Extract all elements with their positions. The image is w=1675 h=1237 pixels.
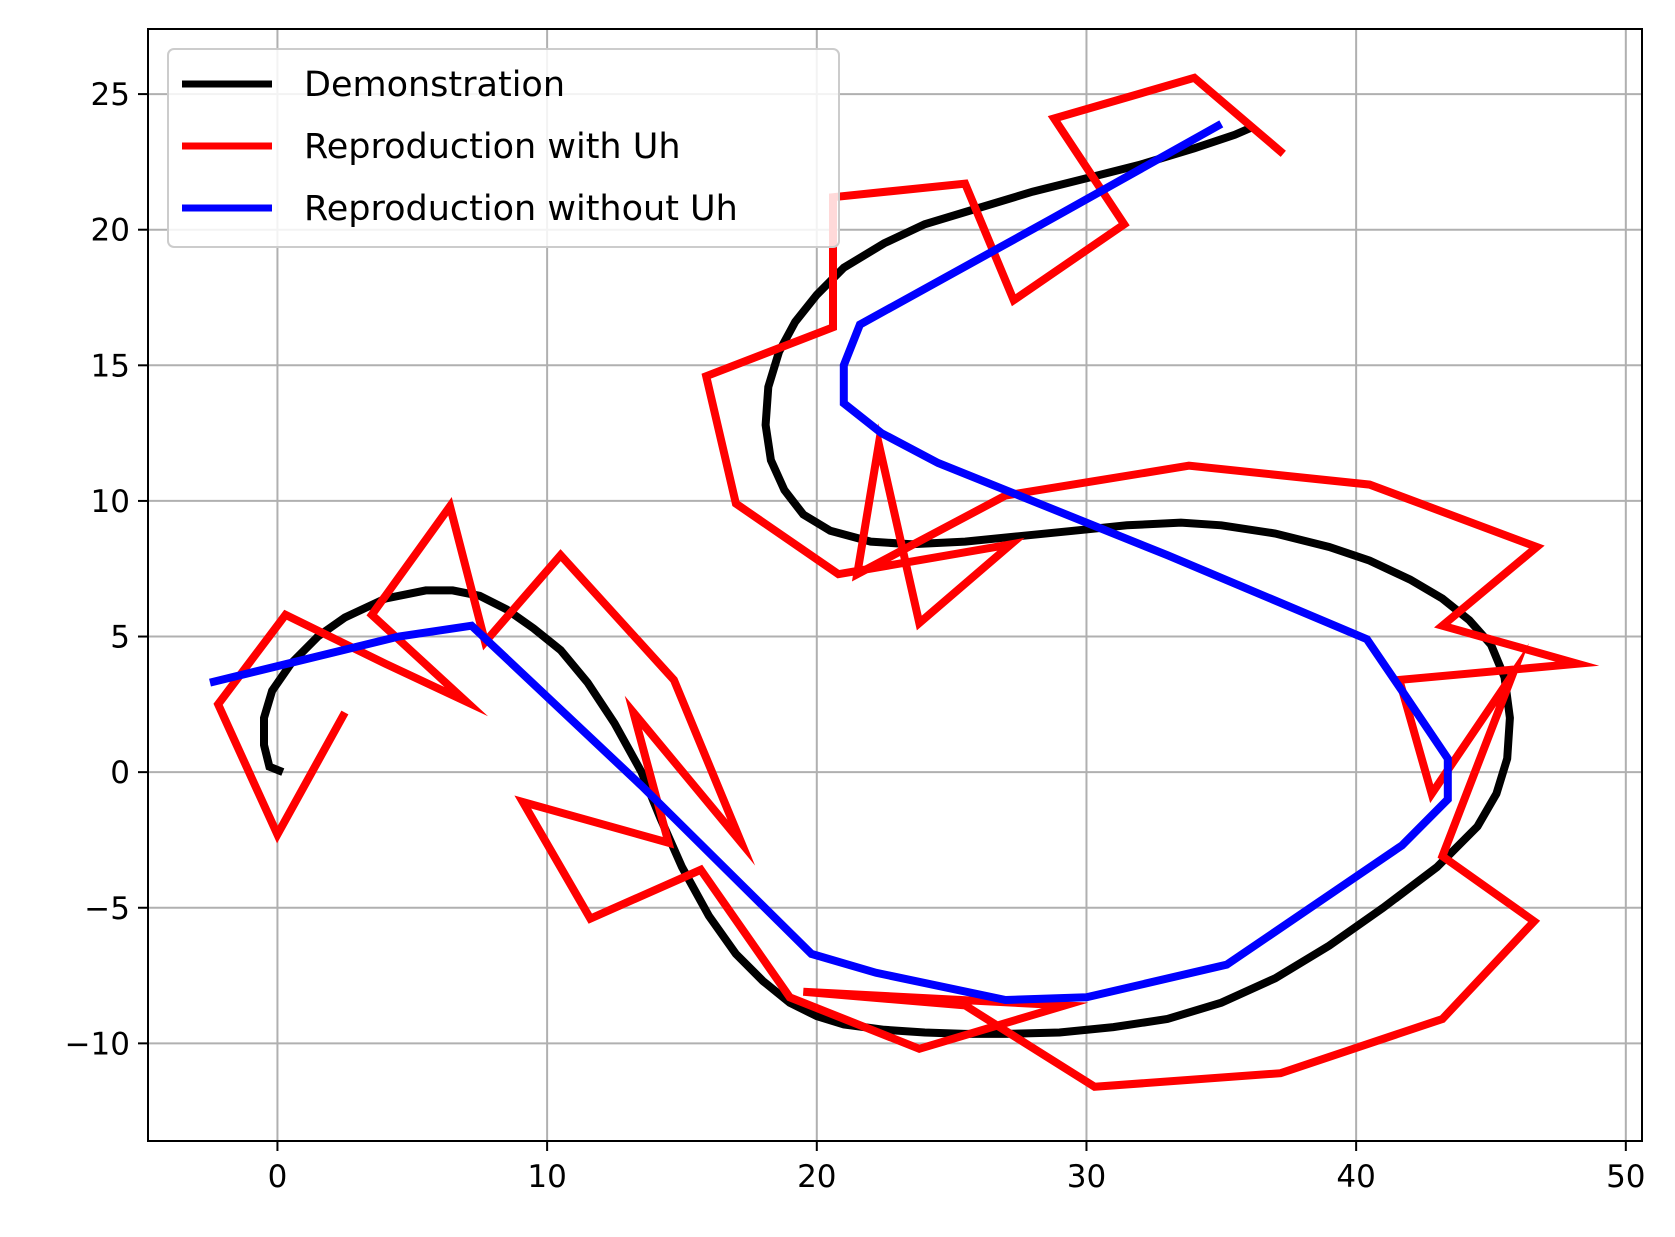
x-tick-label: 0	[268, 1159, 288, 1195]
legend-box	[167, 48, 840, 248]
y-tick-label: −10	[65, 1026, 130, 1062]
legend-label-demonstration: Demonstration	[304, 65, 565, 105]
y-tick-label: 10	[91, 484, 130, 520]
x-tick-label: 10	[527, 1159, 566, 1195]
legend: Demonstration Reproduction with Uh Repro…	[167, 48, 840, 248]
y-tick-label: 15	[91, 348, 130, 384]
plot-area-frame	[147, 28, 1643, 1142]
x-tick-label: 20	[797, 1159, 836, 1195]
y-tick-label: −5	[84, 891, 130, 927]
series-line-demonstration	[260, 122, 1514, 1038]
y-tick-label: 0	[110, 755, 130, 791]
series-line-reproduction-with-uh	[213, 73, 1600, 1091]
legend-label-reproduction-with-uh: Reproduction with Uh	[304, 127, 681, 167]
series-layer	[209, 73, 1600, 1091]
axis-ticks: 0 10 20 30 40 50 −10 −5 0 5 10 15 20 25	[65, 77, 1646, 1195]
y-tick-label: 20	[91, 213, 130, 249]
y-tick-label: 25	[91, 77, 130, 113]
x-tick-label: 40	[1336, 1159, 1375, 1195]
y-tick-label: 5	[110, 620, 130, 656]
x-tick-label: 30	[1067, 1159, 1106, 1195]
x-tick-label: 50	[1606, 1159, 1645, 1195]
legend-label-reproduction-without-uh: Reproduction without Uh	[304, 189, 738, 229]
series-line-reproduction-without-uh	[209, 120, 1452, 1005]
